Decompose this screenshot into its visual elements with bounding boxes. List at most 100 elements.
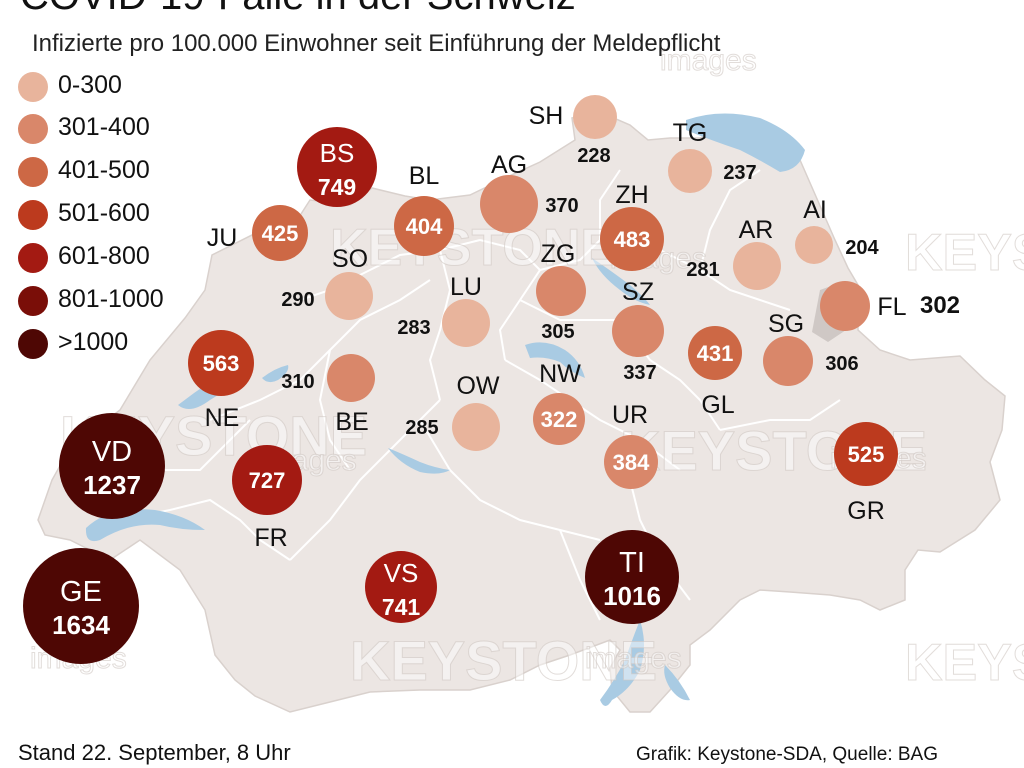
canton-vs: VS 741	[365, 551, 437, 623]
legend-label: 601-800	[58, 242, 150, 270]
canton-value: 431	[697, 341, 734, 366]
canton-value: 337	[623, 362, 656, 384]
canton-value: 310	[281, 371, 314, 393]
canton-value: 563	[203, 351, 240, 376]
canton-bl: 404 BL	[394, 162, 454, 256]
canton-gl: 431 GL	[688, 326, 742, 419]
canton-value: 285	[405, 417, 438, 439]
canton-bubble	[232, 445, 302, 515]
watermark-sub: images	[585, 642, 682, 675]
canton-bubble	[688, 326, 742, 380]
canton-ow: OW 285	[405, 372, 500, 451]
canton-value: 384	[613, 450, 650, 475]
canton-code: TG	[673, 119, 708, 147]
canton-value: 305	[541, 321, 574, 343]
canton-value: 1016	[603, 581, 661, 611]
legend-label: 0-300	[58, 71, 122, 99]
canton-bubble	[327, 354, 375, 402]
canton-value: 425	[262, 221, 299, 246]
canton-code: NW	[539, 360, 581, 388]
canton-bubble	[536, 266, 586, 316]
canton-be: BE 310	[281, 354, 375, 436]
lake-zurich	[592, 258, 650, 305]
lake-lugano	[664, 665, 690, 701]
canton-value: 1634	[52, 610, 110, 640]
canton-ai: AI 204	[795, 196, 880, 264]
lake-thun-brienz	[388, 448, 450, 474]
canton-sz: SZ 337	[612, 278, 664, 384]
canton-bubble	[763, 336, 813, 386]
lake-biel	[262, 365, 289, 383]
canton-value: 290	[281, 289, 314, 311]
canton-bubble	[668, 149, 712, 193]
canton-code: SO	[332, 245, 368, 273]
canton-code: GL	[701, 391, 734, 419]
canton-value: 404	[406, 214, 443, 239]
canton-bubble	[442, 299, 490, 347]
canton-gr: 525 GR	[834, 422, 898, 525]
legend-swatch	[18, 243, 48, 273]
canton-zg: ZG 305	[536, 240, 586, 343]
legend-swatch	[18, 157, 48, 187]
canton-bubble	[820, 281, 870, 331]
canton-bubble	[600, 207, 664, 271]
canton-value: 525	[848, 442, 885, 467]
canton-bubble	[325, 272, 373, 320]
canton-code: FR	[254, 524, 287, 552]
legend-label: 401-500	[58, 156, 150, 184]
canton-value: 228	[577, 145, 610, 167]
canton-value: 283	[397, 317, 430, 339]
watermark-brand: KEYSTONE	[350, 629, 657, 692]
canton-code: SZ	[622, 278, 654, 306]
canton-bubble	[573, 95, 617, 139]
canton-value: 204	[845, 237, 879, 259]
legend-swatch	[18, 329, 48, 359]
canton-value: 741	[382, 594, 421, 620]
canton-code: BL	[409, 162, 440, 190]
canton-code: UR	[612, 401, 648, 429]
canton-bubble	[604, 435, 658, 489]
canton-bubble	[59, 413, 165, 519]
canton-fl: FL 302	[820, 281, 960, 331]
canton-bubble	[452, 403, 500, 451]
canton-bubble	[394, 196, 454, 256]
footer-credit: Grafik: Keystone-SDA, Quelle: BAG	[636, 744, 939, 765]
canton-ag: AG 370	[480, 151, 579, 233]
canton-code: BS	[320, 138, 355, 168]
canton-bubble	[365, 551, 437, 623]
canton-so: SO 290	[281, 245, 373, 320]
canton-nw: 322 NW	[533, 360, 585, 445]
canton-code: AI	[803, 196, 827, 224]
canton-ju: 425 JU	[207, 205, 308, 261]
canton-code: TI	[619, 547, 645, 579]
canton-ar: AR 281	[686, 216, 781, 290]
lake-maggiore	[600, 620, 644, 706]
canton-bubble	[297, 127, 377, 207]
canton-bubbles: SH 228 TG 237 BS 749 404 BL AG 370 483 ZH 425 JU SO 290…	[23, 95, 960, 664]
canton-code: FL	[877, 293, 906, 321]
canton-code: AG	[491, 151, 527, 179]
canton-value: 237	[723, 162, 756, 184]
legend-swatch	[18, 114, 48, 144]
canton-sg: SG 306	[763, 310, 859, 386]
canton-code: ZH	[615, 181, 648, 209]
canton-code: SG	[768, 310, 804, 338]
canton-bubble	[612, 305, 664, 357]
canton-bubble	[795, 226, 833, 264]
canton-bubble	[834, 422, 898, 486]
canton-sh: SH 228	[529, 95, 617, 167]
canton-zh: 483 ZH	[600, 181, 664, 271]
canton-ur: 384 UR	[604, 401, 658, 489]
canton-value: 1237	[83, 470, 141, 500]
canton-code: BE	[335, 408, 368, 436]
watermark-brand: KEYSTONE	[905, 634, 1024, 692]
canton-bubble	[480, 175, 538, 233]
canton-tg: TG 237	[668, 119, 757, 193]
canton-code: JU	[207, 224, 238, 252]
lake-lucerne	[525, 342, 585, 378]
canton-value: 306	[825, 353, 858, 375]
watermark-brand: KEYSTONE	[905, 224, 1024, 282]
